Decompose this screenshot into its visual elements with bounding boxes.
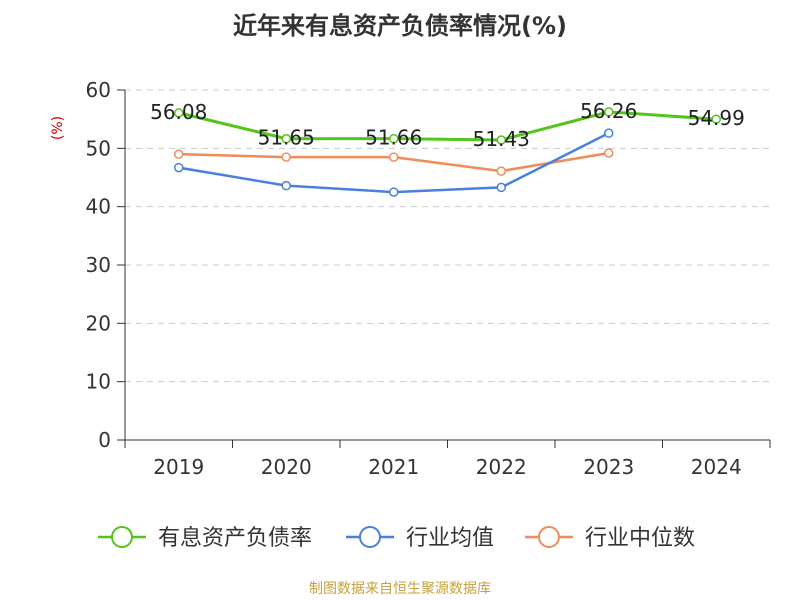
series-point-0	[496, 135, 506, 145]
y-tick-label: 20	[86, 311, 111, 335]
y-tick-label: 50	[86, 136, 111, 160]
series-point-2	[496, 166, 506, 176]
series-point-0	[389, 133, 399, 144]
y-tick-label: 0	[98, 428, 111, 452]
data-label: 56.26	[580, 99, 637, 123]
series-point-1	[389, 187, 399, 197]
series-point-1	[496, 182, 506, 193]
y-tick-label: 40	[86, 195, 111, 219]
chart-title: 近年来有息资产负债率情况(%)	[233, 12, 567, 40]
series-point-2	[174, 149, 184, 159]
data-label: 51.43	[473, 127, 530, 151]
x-tick-label: 2024	[691, 455, 742, 479]
series-point-2	[281, 152, 291, 162]
series-layer	[174, 107, 721, 197]
legend-swatch-marker	[359, 526, 381, 548]
y-tick-label: 60	[86, 78, 111, 102]
series-point-2	[604, 148, 614, 158]
y-axis-label: (%)	[50, 116, 66, 140]
y-tick-label: 10	[86, 370, 111, 394]
source-note: 制图数据来自恒生聚源数据库	[309, 581, 491, 597]
x-tick-label: 2020	[261, 455, 312, 479]
series-point-1	[174, 162, 184, 173]
legend-item-0: 有息资产负债率	[98, 526, 312, 551]
legend-item-1: 行业均值	[346, 526, 494, 551]
data-label: 56.08	[150, 100, 207, 124]
series-point-0	[711, 114, 721, 124]
legend-label: 有息资产负债率	[158, 526, 312, 551]
data-label: 54.99	[688, 106, 745, 130]
series-point-0	[174, 108, 184, 118]
legend-swatch-marker	[538, 526, 560, 548]
series-point-1	[281, 180, 291, 191]
legend-item-2: 行业中位数	[525, 526, 695, 551]
x-tick-label: 2023	[583, 455, 634, 479]
legend-label: 行业中位数	[585, 526, 695, 551]
gridlines	[125, 89, 770, 383]
series-point-1	[604, 128, 614, 138]
x-tick-label: 2021	[368, 455, 419, 479]
data-label: 51.65	[258, 126, 315, 150]
series-point-0	[281, 133, 291, 144]
x-tick-label: 2019	[153, 455, 204, 479]
y-tick-label: 30	[86, 253, 111, 277]
legend: 有息资产负债率 行业均值 行业中位数	[98, 526, 695, 551]
legend-swatch-marker	[111, 526, 133, 548]
legend-label: 行业均值	[406, 526, 494, 551]
series-point-2	[389, 152, 399, 162]
series-point-0	[604, 107, 614, 117]
x-tick-label: 2022	[476, 455, 527, 479]
data-labels: 56.08 51.65 51.66 51.43 56.26 54.99	[150, 99, 745, 151]
series-line-0	[178, 110, 717, 142]
axes: 0 10 20 30 40 50 60 2019 2020 2021 2022 2023 2024	[86, 78, 771, 479]
data-label: 51.66	[365, 126, 422, 150]
